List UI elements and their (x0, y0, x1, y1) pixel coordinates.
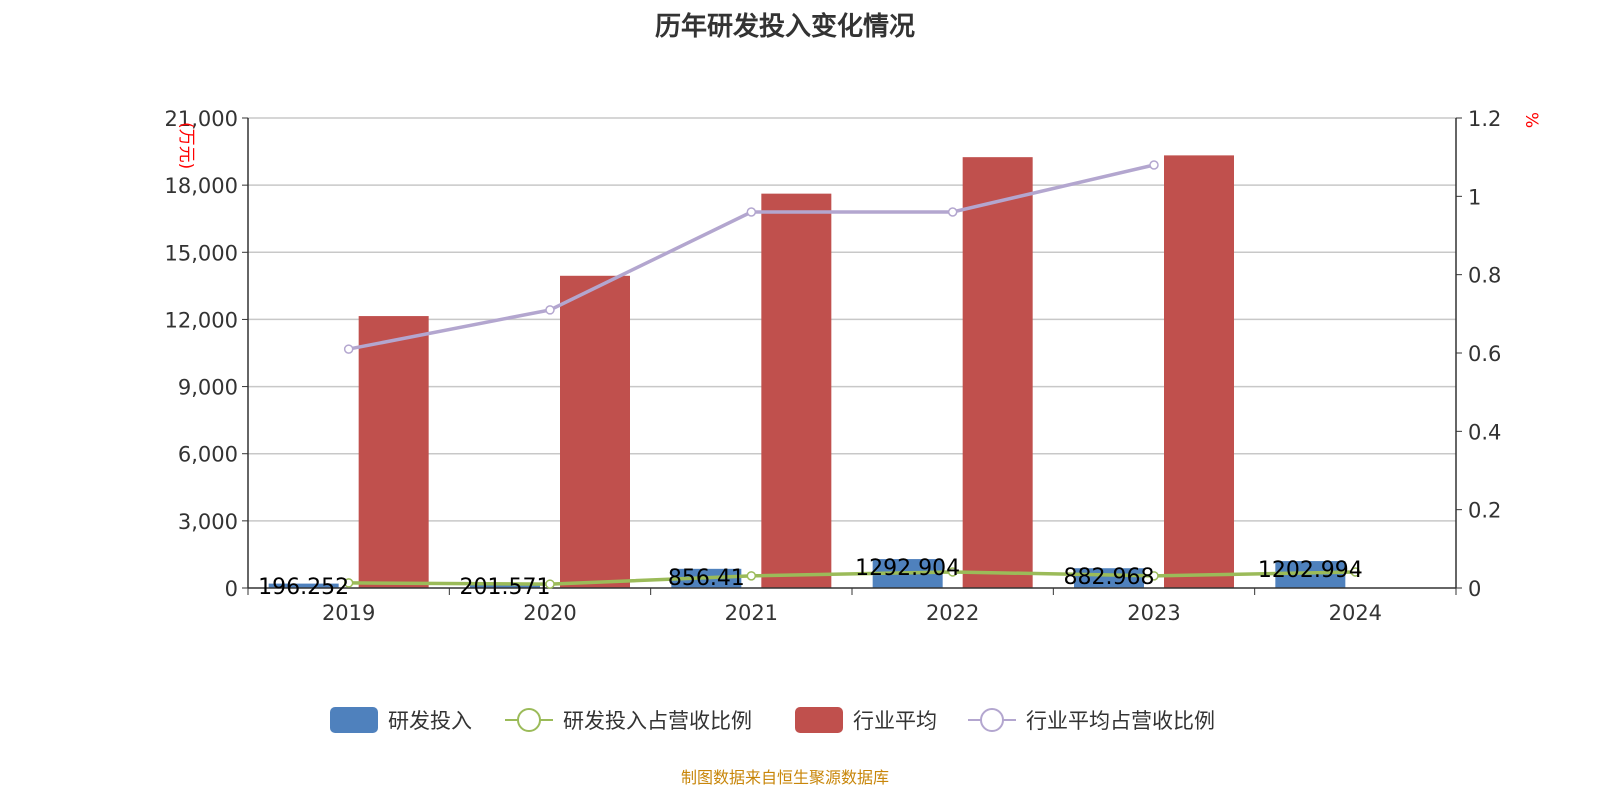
y-tick-label-right: 0.4 (1468, 420, 1501, 444)
x-tick-label: 2020 (523, 601, 576, 625)
line-point (1350, 567, 1361, 577)
y-tick-label-left: 18,000 (165, 174, 238, 198)
line-point (746, 207, 757, 217)
x-tick-label: 2022 (926, 601, 979, 625)
y-tick-label-right: 1.2 (1468, 107, 1501, 131)
y-tick-label-right: 0.8 (1468, 264, 1501, 288)
legend-label: 研发投入 (388, 709, 472, 733)
y-tick-label-left: 21,000 (165, 107, 238, 131)
chart-title: 历年研发投入变化情况 (654, 12, 915, 42)
line-point (1149, 160, 1159, 170)
data-label: 1202.994 (1258, 558, 1363, 583)
y-tick-label-right: 0 (1468, 577, 1481, 601)
y-tick-label-right: 0.6 (1468, 342, 1501, 366)
y-tick-label-left: 3,000 (178, 510, 238, 534)
data-label: 196.252 (258, 575, 349, 600)
line-point (343, 344, 354, 354)
bar-rd-investment (268, 583, 339, 588)
data-label: 882.968 (1064, 565, 1155, 590)
line-rd-ratio (348, 570, 1356, 586)
line-point (947, 567, 958, 577)
y-tick-label-left: 6,000 (178, 443, 238, 467)
y-axis-label-right: % (1521, 112, 1541, 128)
legend-marker (980, 708, 1004, 732)
data-label: 201.571 (460, 575, 551, 600)
x-tick-label: 2021 (725, 601, 778, 625)
y-tick-label-right: 1 (1468, 185, 1481, 209)
legend-label: 行业平均占营收比例 (1026, 709, 1215, 733)
legend-swatch (795, 707, 843, 733)
x-tick-label: 2023 (1127, 601, 1180, 625)
data-label: 1292.904 (855, 556, 960, 581)
chart-svg: 0 3,000 6,000 9,000 12,000 15,000 18,000 21,000… (165, 107, 1541, 733)
y-tick-label-right: 0.2 (1468, 499, 1501, 523)
bar-industry-avg (761, 193, 832, 588)
legend-swatch (330, 707, 378, 733)
line-point (545, 579, 555, 589)
bar-rd-investment (470, 583, 540, 588)
data-label: 856.41 (668, 566, 745, 591)
source-note: 制图数据来自恒生聚源数据库 (680, 768, 889, 787)
bar-industry-avg (962, 157, 1033, 588)
line-point (343, 578, 354, 588)
bar-industry-avg (1164, 155, 1234, 588)
y-tick-label-left: 12,000 (165, 308, 238, 332)
y-tick-label-left: 15,000 (165, 241, 238, 265)
legend-label: 研发投入占营收比例 (563, 709, 752, 733)
line-point (1149, 571, 1159, 581)
line-industry-ratio (348, 163, 1155, 351)
line-point (545, 305, 555, 315)
bar-industry-avg (560, 275, 630, 588)
y-tick-label-left: 0 (225, 577, 238, 601)
legend-marker (517, 708, 541, 732)
line-point (746, 571, 757, 581)
legend-label: 行业平均 (853, 709, 937, 733)
y-tick-label-left: 9,000 (178, 376, 238, 400)
y-axis-label-left: (万元) (176, 122, 196, 169)
line-point (947, 207, 958, 217)
bar-industry-avg (358, 316, 429, 588)
x-tick-label: 2019 (322, 601, 375, 625)
x-tick-label: 2024 (1329, 601, 1382, 625)
